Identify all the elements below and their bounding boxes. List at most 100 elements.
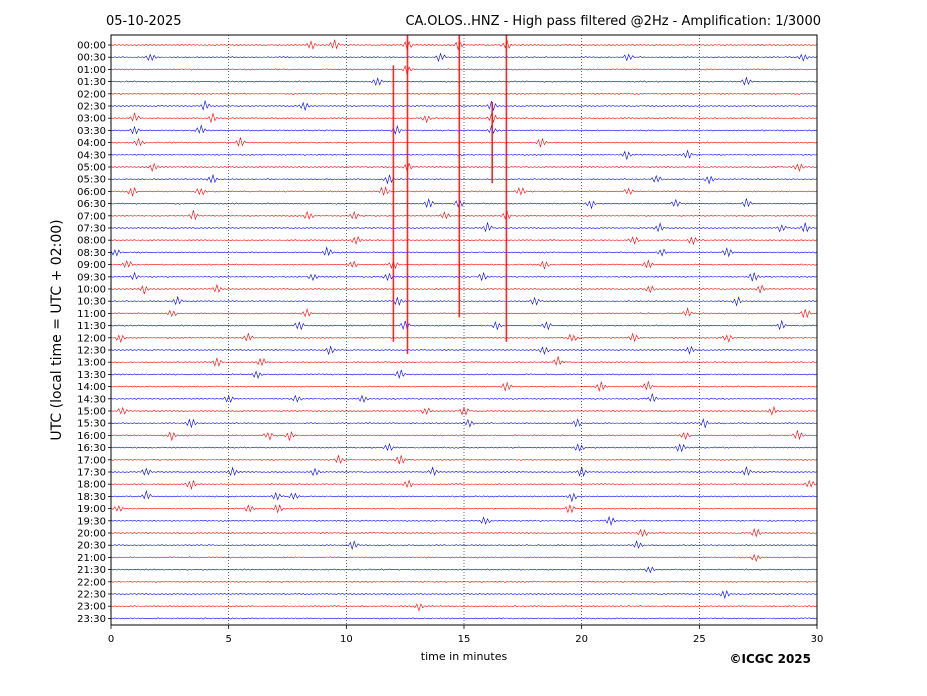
row-label: 20:00 <box>77 529 106 540</box>
row-label: 01:30 <box>77 77 106 88</box>
row-label: 17:00 <box>77 455 106 466</box>
row-label: 14:30 <box>77 394 106 405</box>
row-label: 23:30 <box>77 614 106 625</box>
x-tick-label: 0 <box>108 634 114 645</box>
trace-row-1200 <box>110 332 818 344</box>
trace-row-1300 <box>110 356 818 367</box>
row-label: 12:00 <box>77 333 106 344</box>
trace-row-1100 <box>110 307 818 319</box>
row-label: 15:30 <box>77 419 106 430</box>
trace-row-0230 <box>110 100 818 112</box>
row-label: 01:00 <box>77 65 106 76</box>
row-label: 19:00 <box>77 504 106 515</box>
row-label: 07:30 <box>77 224 106 235</box>
row-label: 11:30 <box>77 321 106 332</box>
trace-row-1430 <box>110 393 818 404</box>
row-label: 15:00 <box>77 407 106 418</box>
trace-row-0500 <box>110 162 818 173</box>
x-tick-label: 5 <box>225 634 231 645</box>
row-label: 22:00 <box>77 577 106 588</box>
x-tick-label: 15 <box>458 634 471 645</box>
trace-row-1000 <box>110 283 818 295</box>
trace-row-0700 <box>110 210 818 221</box>
row-label: 21:30 <box>77 565 106 576</box>
row-label: 05:00 <box>77 163 106 174</box>
row-label: 00:00 <box>77 41 106 52</box>
trace-row-0430 <box>110 149 818 160</box>
row-label: 12:30 <box>77 346 106 357</box>
row-label: 19:30 <box>77 516 106 527</box>
copyright-credit: ©ICGC 2025 <box>729 652 811 666</box>
date-label: 05-10-2025 <box>106 14 182 29</box>
trace-row-0930 <box>110 271 818 282</box>
trace-row-2330 <box>110 617 818 620</box>
x-axis-label: time in minutes <box>421 650 508 663</box>
row-label: 10:30 <box>77 297 106 308</box>
row-label: 16:30 <box>77 443 106 454</box>
row-label: 08:00 <box>77 236 106 247</box>
row-label: 18:00 <box>77 480 106 491</box>
large-events <box>392 35 508 354</box>
x-tick-label: 10 <box>340 634 353 645</box>
trace-row-1030 <box>110 295 818 307</box>
trace-row-2030 <box>110 540 818 551</box>
large-event-2 <box>406 35 409 354</box>
trace-row-1130 <box>110 319 818 331</box>
x-tick-label: 30 <box>811 634 824 645</box>
row-label: 22:30 <box>77 590 106 601</box>
trace-row-0900 <box>110 259 818 270</box>
row-label: 16:00 <box>77 431 106 442</box>
row-label: 20:30 <box>77 541 106 552</box>
trace-row-1530 <box>110 417 818 428</box>
row-label: 14:00 <box>77 382 106 393</box>
trace-row-1700 <box>110 454 818 465</box>
trace-row-0800 <box>110 235 818 246</box>
row-label: 03:00 <box>77 114 106 125</box>
row-label: 08:30 <box>77 248 106 259</box>
row-label: 04:30 <box>77 150 106 161</box>
trace-row-1230 <box>110 345 818 356</box>
trace-row-0330 <box>110 124 818 135</box>
row-label: 21:00 <box>77 553 106 564</box>
row-label: 04:00 <box>77 138 106 149</box>
trace-row-0300 <box>110 112 818 124</box>
y-axis-label: UTC (local time = UTC + 02:00) <box>49 219 65 440</box>
row-label: 13:30 <box>77 370 106 381</box>
row-label: 07:00 <box>77 211 106 222</box>
trace-row-0100 <box>110 65 818 75</box>
trace-row-2000 <box>110 527 818 538</box>
large-event-4 <box>491 102 493 184</box>
trace-row-0130 <box>110 76 818 87</box>
trace-row-0400 <box>110 137 818 148</box>
trace-row-0200 <box>110 92 818 95</box>
plot-frame <box>110 34 818 626</box>
trace-row-1800 <box>110 479 818 491</box>
x-axis-ticks: 0 5 10 15 20 25 30 <box>108 625 824 645</box>
row-label: 13:00 <box>77 358 106 369</box>
row-label: 03:30 <box>77 126 106 137</box>
row-label: 10:00 <box>77 285 106 296</box>
large-event-3 <box>458 35 461 318</box>
trace-row-1900 <box>110 503 818 514</box>
trace-row-1930 <box>110 515 818 526</box>
row-label: 05:30 <box>77 175 106 186</box>
trace-row-1630 <box>110 442 818 453</box>
trace-row-2300 <box>110 603 818 612</box>
row-label: 02:00 <box>77 89 106 100</box>
trace-row-0530 <box>110 173 818 185</box>
x-tick-label: 25 <box>693 634 706 645</box>
row-label: 23:00 <box>77 602 106 613</box>
trace-row-1830 <box>110 489 818 503</box>
large-event-1 <box>392 65 395 342</box>
vertical-grid <box>228 35 700 625</box>
row-label: 11:00 <box>77 309 106 320</box>
row-label: 09:00 <box>77 260 106 271</box>
row-label: 17:30 <box>77 468 106 479</box>
large-event-5 <box>505 35 508 342</box>
row-label: 02:30 <box>77 102 106 113</box>
trace-row-1730 <box>110 466 818 477</box>
row-label: 18:30 <box>77 492 106 503</box>
